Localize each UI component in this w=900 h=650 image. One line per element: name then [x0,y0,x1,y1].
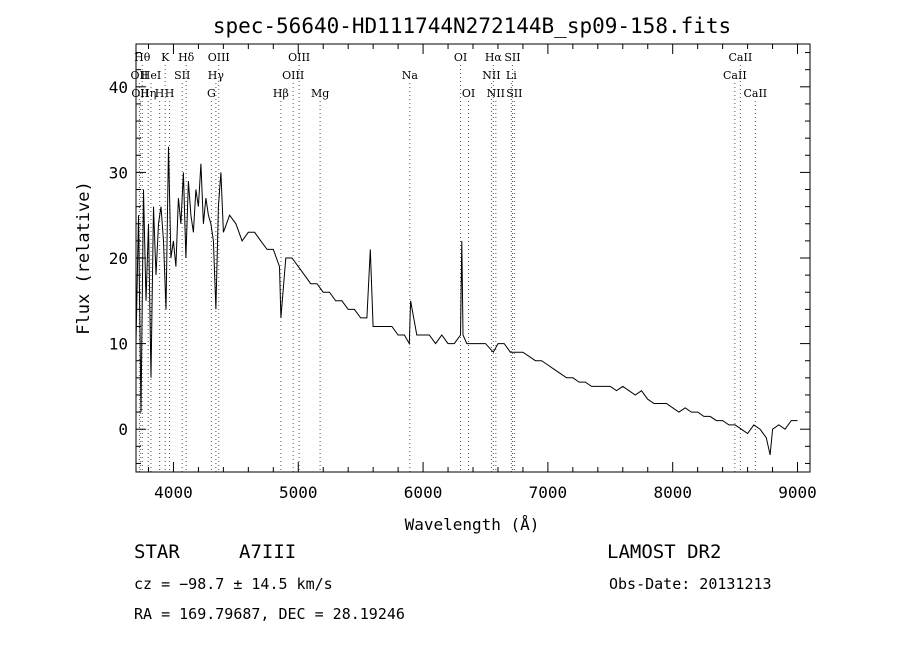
object-class: STAR [134,541,180,563]
line-label: HeI [141,69,161,82]
line-label: H [155,87,165,100]
line-label: SII [174,69,190,82]
x-axis: 4000 5000 6000 7000 8000 9000 [147,44,817,502]
line-label: Hδ [178,51,195,64]
line-label: SII [504,51,520,64]
line-label: Hα [485,51,503,64]
line-label: Hγ [208,69,225,82]
emission-line-labels: OIIOIIHθHηHeIHKHSIIHδGHγOIIIHβOIIIOIIIMg… [131,51,768,100]
line-label: CaII [729,51,753,64]
line-label: NII [482,69,500,82]
x-tick-label: 8000 [653,483,692,502]
x-tick-label: 7000 [529,483,568,502]
spectrum-series-line [135,146,798,456]
x-axis-label: Wavelength (Å) [405,515,540,534]
line-label: H [165,87,175,100]
line-label: OIII [288,51,310,64]
y-axis-label: Flux (relative) [74,181,94,335]
y-axis: 0 10 20 30 40 [109,52,810,464]
line-label: OII [131,69,149,82]
line-label: OI [454,51,467,64]
line-label: Na [402,69,419,82]
redshift-velocity: cz = −98.7 ± 14.5 km/s [134,575,333,593]
x-tick-label: 5000 [279,483,318,502]
y-tick-label: 40 [109,78,128,97]
line-label: NII [487,87,505,100]
line-label: K [161,51,170,64]
line-label: CaII [743,87,767,100]
sky-coordinates: RA = 169.79687, DEC = 28.19246 [134,605,405,623]
line-label: OI [462,87,475,100]
line-label: CaII [723,69,747,82]
line-label: G [207,87,216,100]
line-label: OIII [208,51,230,64]
line-label: Mg [311,87,329,100]
y-tick-label: 20 [109,249,128,268]
line-label: Hβ [273,87,289,100]
plot-frame [135,43,811,473]
line-label: SII [506,87,522,100]
line-label: Hη [140,87,156,100]
line-label: Hθ [134,51,151,64]
emission-line-markers [138,65,756,472]
y-tick-label: 0 [118,420,128,439]
spectral-subclass: A7III [239,541,297,563]
x-tick-label: 9000 [778,483,817,502]
line-label: Li [506,69,517,82]
observation-date: Obs-Date: 20131213 [609,575,772,593]
y-tick-label: 10 [109,335,128,354]
x-tick-label: 4000 [154,483,193,502]
line-label: OIII [282,69,304,82]
chart-title: spec-56640-HD111744N272144B_sp09-158.fit… [213,14,731,38]
x-tick-label: 6000 [404,483,443,502]
y-tick-label: 30 [109,163,128,182]
survey-name: LAMOST DR2 [607,541,722,563]
